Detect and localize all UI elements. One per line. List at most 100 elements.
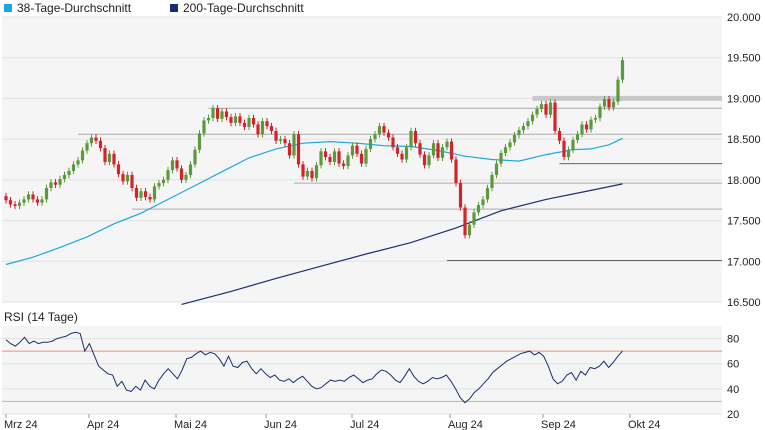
candle-body: [373, 134, 377, 140]
candle: [377, 122, 382, 138]
x-tick-label: Apr 24: [87, 419, 119, 430]
candle: [76, 157, 80, 168]
candle: [62, 171, 67, 183]
candle-body: [607, 99, 611, 108]
candle: [26, 191, 31, 203]
candle: [17, 199, 22, 210]
candle-body: [283, 139, 287, 144]
candle-body: [544, 104, 548, 115]
candle-body: [251, 117, 256, 125]
candle: [562, 137, 566, 161]
candle-body: [71, 164, 76, 171]
candle-body: [364, 148, 368, 164]
candle-body: [355, 145, 359, 154]
candle-body: [35, 199, 40, 203]
candle: [620, 56, 625, 83]
candle: [44, 184, 49, 203]
candle-body: [521, 126, 526, 131]
candle-body: [305, 170, 310, 177]
candle: [431, 139, 436, 159]
price-y-tick-label: 16.500: [727, 297, 761, 309]
candle: [238, 113, 242, 127]
candle-body: [301, 164, 305, 177]
candle-body: [26, 194, 31, 200]
candle-body: [508, 142, 512, 148]
candle: [418, 139, 422, 158]
candle: [265, 117, 269, 130]
candle-body: [107, 153, 112, 162]
candle-body: [220, 111, 224, 119]
candle: [611, 98, 616, 111]
candle: [512, 131, 517, 146]
candle: [125, 171, 130, 185]
candle-body: [175, 160, 179, 169]
candle-body: [593, 117, 598, 120]
candle: [607, 95, 611, 111]
candle: [328, 153, 332, 166]
candle-body: [188, 164, 193, 175]
candle-body: [202, 120, 206, 134]
candle: [94, 134, 98, 145]
candle: [319, 148, 323, 169]
candle-body: [386, 132, 391, 138]
candle: [440, 144, 445, 162]
candle: [80, 147, 85, 164]
candle: [589, 116, 593, 133]
candle: [517, 126, 521, 139]
candle: [503, 144, 508, 157]
candle-body: [166, 170, 170, 180]
candle: [283, 135, 287, 147]
candle: [391, 134, 395, 151]
candle: [485, 184, 490, 203]
candle-body: [548, 102, 553, 115]
candle-body: [310, 170, 314, 179]
x-tick-label: Okt 24: [628, 419, 660, 430]
candle: [188, 161, 193, 179]
candle-body: [89, 137, 94, 144]
x-tick-label: Sep 24: [541, 419, 576, 430]
candle-body: [539, 104, 544, 110]
candle: [526, 117, 530, 130]
candle-body: [238, 116, 242, 123]
candle-body: [490, 174, 494, 188]
candle: [22, 196, 26, 206]
candle-body: [395, 147, 400, 154]
candle: [463, 204, 467, 239]
candle: [539, 100, 544, 113]
candle: [458, 179, 463, 211]
candle: [436, 139, 440, 162]
candle-body: [197, 133, 202, 150]
candle: [386, 129, 391, 141]
candle-body: [616, 79, 620, 102]
candle: [553, 99, 557, 135]
candle-body: [58, 179, 62, 185]
candle: [476, 201, 481, 216]
candle-body: [584, 124, 589, 130]
candle: [413, 127, 418, 147]
candle: [346, 152, 350, 170]
candle-body: [332, 151, 337, 162]
candle-body: [391, 137, 395, 148]
candle-body: [76, 160, 80, 165]
candle: [355, 142, 359, 158]
candle: [13, 201, 17, 210]
candle: [175, 157, 179, 172]
candle: [274, 127, 278, 145]
candle-body: [157, 183, 161, 187]
candle: [206, 114, 211, 124]
candle: [364, 145, 368, 167]
candle: [130, 171, 134, 192]
candle-body: [40, 199, 44, 203]
candle: [112, 150, 116, 168]
rsi-y-tick-label: 60: [727, 359, 739, 371]
candle: [382, 122, 386, 136]
candle: [278, 135, 283, 145]
candle: [337, 148, 341, 167]
candle: [575, 131, 580, 144]
candle: [350, 142, 355, 159]
candle-body: [314, 165, 319, 179]
candle-body: [98, 140, 103, 149]
candle: [89, 134, 94, 147]
candle: [157, 179, 161, 190]
candle: [107, 150, 112, 166]
